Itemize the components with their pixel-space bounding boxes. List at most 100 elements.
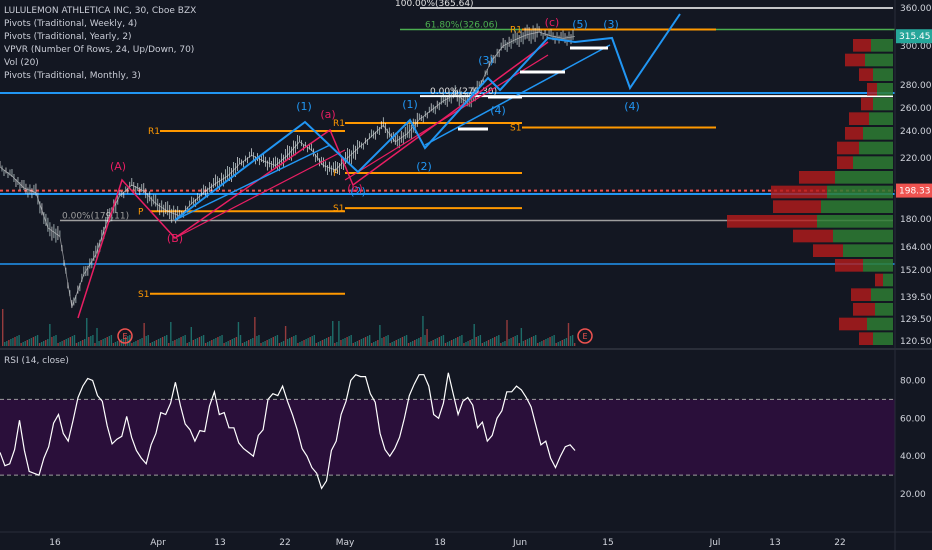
volume-bar bbox=[104, 338, 106, 346]
volume-bar bbox=[477, 336, 479, 346]
price-tick-label: 152.00 bbox=[900, 266, 932, 276]
pivot-label: S1 bbox=[333, 204, 344, 214]
volume-bar bbox=[295, 335, 297, 346]
volume-bar bbox=[547, 338, 549, 346]
volume-bar bbox=[75, 343, 78, 346]
volume-bar bbox=[274, 336, 277, 346]
volume-bar bbox=[553, 335, 555, 346]
volume-bar bbox=[155, 340, 158, 346]
volume-bar bbox=[315, 343, 318, 346]
volume-bar bbox=[112, 343, 115, 346]
volume-bar bbox=[14, 337, 16, 346]
volume-profile-down bbox=[845, 53, 865, 67]
wave-label-blue: (5) bbox=[572, 18, 588, 31]
volume-bar bbox=[71, 336, 74, 346]
volume-bar bbox=[434, 339, 436, 346]
volume-bar bbox=[159, 338, 162, 346]
volume-bar bbox=[475, 337, 477, 346]
red-channel-line bbox=[174, 149, 346, 239]
volume-bar bbox=[272, 337, 274, 346]
volume-bar bbox=[225, 342, 227, 346]
price-tick-label: 139.50 bbox=[900, 293, 932, 303]
rsi-tick-label: 40.00 bbox=[900, 452, 926, 462]
volume-bar bbox=[217, 337, 219, 346]
volume-bar bbox=[166, 335, 168, 346]
volume-bar bbox=[422, 316, 424, 346]
volume-bar bbox=[426, 329, 428, 346]
volume-bar bbox=[532, 336, 535, 346]
volume-profile-up bbox=[859, 141, 893, 155]
volume-bar bbox=[145, 336, 147, 346]
volume-bar bbox=[116, 341, 119, 346]
volume-bar bbox=[371, 343, 373, 346]
volume-bar bbox=[12, 338, 14, 346]
volume-bar bbox=[311, 336, 313, 346]
volume-bar bbox=[366, 336, 369, 346]
volume-bar bbox=[286, 339, 289, 346]
time-tick-label: 22 bbox=[834, 538, 845, 548]
volume-bar bbox=[397, 339, 400, 346]
volume-bar bbox=[364, 337, 367, 346]
volume-bar bbox=[139, 339, 141, 346]
volume-bar bbox=[555, 343, 557, 346]
indicator-label-pivots-monthly[interactable]: Pivots (Traditional, Monthly, 3) bbox=[4, 71, 141, 81]
volume-bar bbox=[194, 339, 197, 346]
rsi-pane[interactable] bbox=[0, 372, 895, 490]
fib-level-label: 61.80%(326.06) bbox=[425, 20, 498, 30]
volume-bar bbox=[344, 338, 346, 346]
volume-bar bbox=[467, 341, 469, 346]
volume-profile-down bbox=[859, 68, 873, 81]
volume-bar bbox=[522, 341, 525, 346]
volume-bar bbox=[535, 335, 537, 346]
indicator-label-vol[interactable]: Vol (20) bbox=[4, 58, 39, 68]
indicator-label-pivots-weekly[interactable]: Pivots (Traditional, Weekly, 4) bbox=[4, 19, 138, 29]
volume-bar bbox=[40, 342, 43, 346]
volume-bar bbox=[557, 342, 559, 346]
volume-bar bbox=[221, 335, 223, 346]
earnings-marker[interactable] bbox=[117, 328, 133, 344]
volume-bar bbox=[135, 341, 137, 346]
volume-bar bbox=[227, 341, 229, 346]
volume-bar bbox=[59, 342, 61, 346]
volume-bar bbox=[412, 341, 414, 346]
indicator-label-vpvr[interactable]: VPVR (Number Of Rows, 24, Up/Down, 70) bbox=[4, 45, 195, 55]
volume-bar bbox=[204, 343, 207, 346]
volume-bar bbox=[489, 339, 492, 346]
volume-bar bbox=[518, 343, 520, 346]
volume-bar bbox=[131, 343, 133, 346]
volume-bar bbox=[289, 338, 291, 346]
volume-profile-down bbox=[839, 317, 867, 331]
price-tick-label: 129.50 bbox=[900, 315, 932, 325]
volume-bar bbox=[92, 335, 94, 346]
volume-bar bbox=[446, 342, 449, 346]
volume-bar bbox=[416, 339, 418, 346]
indicator-label-symbol[interactable]: LULULEMON ATHLETICA INC, 30, Cboe BZX bbox=[4, 6, 197, 16]
volume-profile-down bbox=[849, 112, 869, 125]
wave-label-red: (a) bbox=[320, 108, 335, 121]
blue-wave-path bbox=[174, 13, 681, 221]
volume-bar bbox=[491, 338, 494, 346]
volume-bar bbox=[520, 328, 523, 346]
volume-bar bbox=[418, 338, 420, 346]
price-tick-label: 220.00 bbox=[900, 154, 932, 164]
volume-bar bbox=[86, 318, 88, 346]
pivot-label: R1 bbox=[510, 26, 522, 36]
volume-bar bbox=[485, 341, 488, 346]
volume-bar bbox=[196, 338, 199, 346]
volume-bar bbox=[334, 343, 336, 346]
earnings-marker[interactable] bbox=[577, 328, 593, 344]
volume-bar bbox=[262, 342, 264, 346]
indicator-label-pivots-yearly[interactable]: Pivots (Traditional, Yearly, 2) bbox=[4, 32, 132, 42]
time-tick-label: 16 bbox=[49, 538, 61, 548]
volume-bar bbox=[436, 338, 438, 346]
volume-bar bbox=[94, 343, 96, 346]
volume-bar bbox=[141, 338, 143, 346]
volume-bar bbox=[202, 335, 205, 346]
volume-bar bbox=[110, 335, 113, 346]
volume-bar bbox=[327, 337, 330, 346]
price-pane[interactable]: 100.00%(365.64) 61.80%(326.06) 0.00%(270.3… bbox=[0, 0, 895, 346]
volume-bar bbox=[26, 340, 28, 346]
fib-level-label: 0.00%(270.30) bbox=[430, 87, 497, 97]
rsi-label[interactable]: RSI (14, close) bbox=[4, 356, 69, 366]
